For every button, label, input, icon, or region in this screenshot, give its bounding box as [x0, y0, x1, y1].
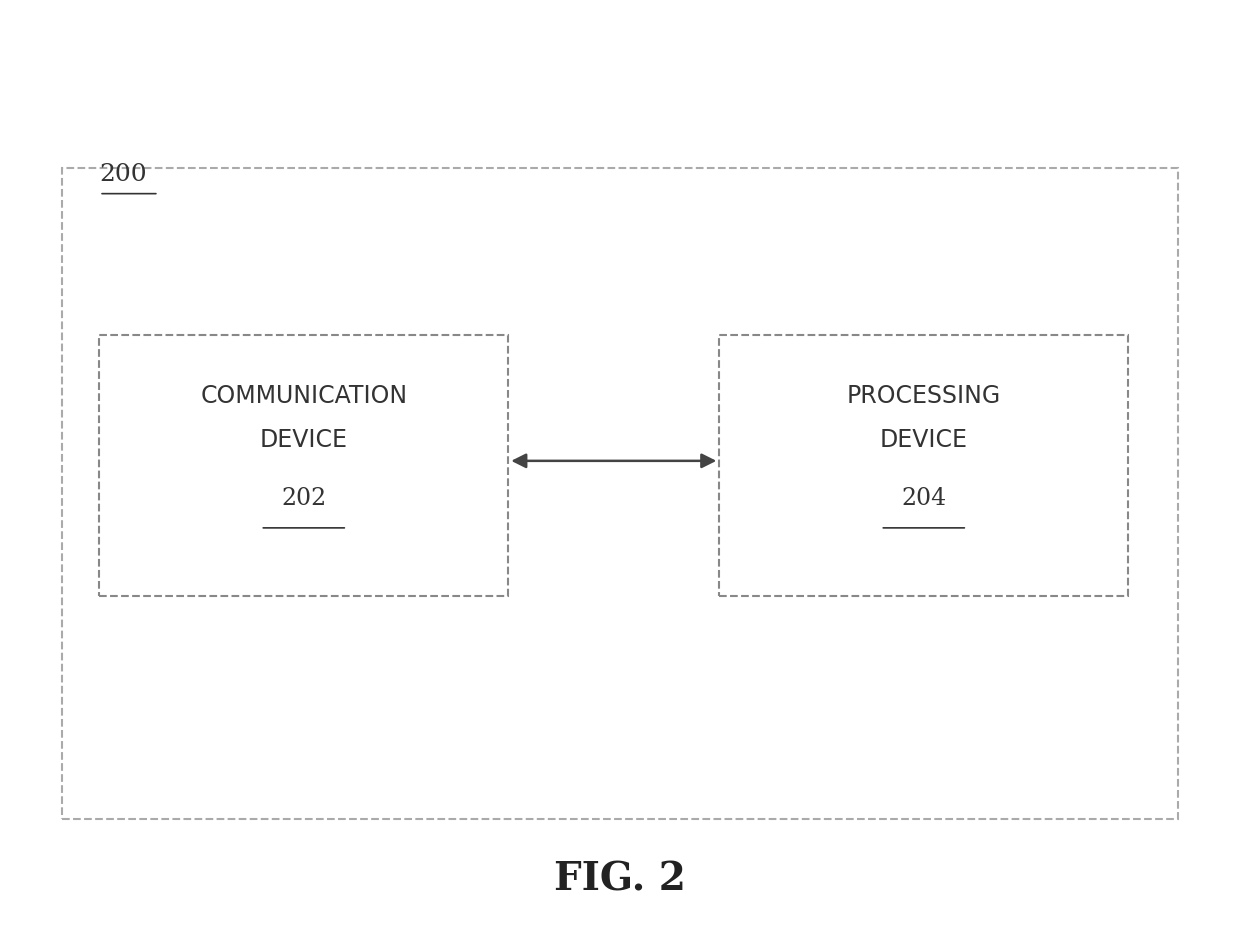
Text: FIG. 2: FIG. 2 — [554, 861, 686, 898]
Text: 204: 204 — [901, 487, 946, 509]
Text: COMMUNICATION: COMMUNICATION — [200, 384, 408, 408]
Text: 202: 202 — [281, 487, 326, 509]
Text: DEVICE: DEVICE — [880, 428, 967, 452]
Text: 200: 200 — [99, 163, 146, 186]
Text: PROCESSING: PROCESSING — [847, 384, 1001, 408]
Text: DEVICE: DEVICE — [260, 428, 347, 452]
